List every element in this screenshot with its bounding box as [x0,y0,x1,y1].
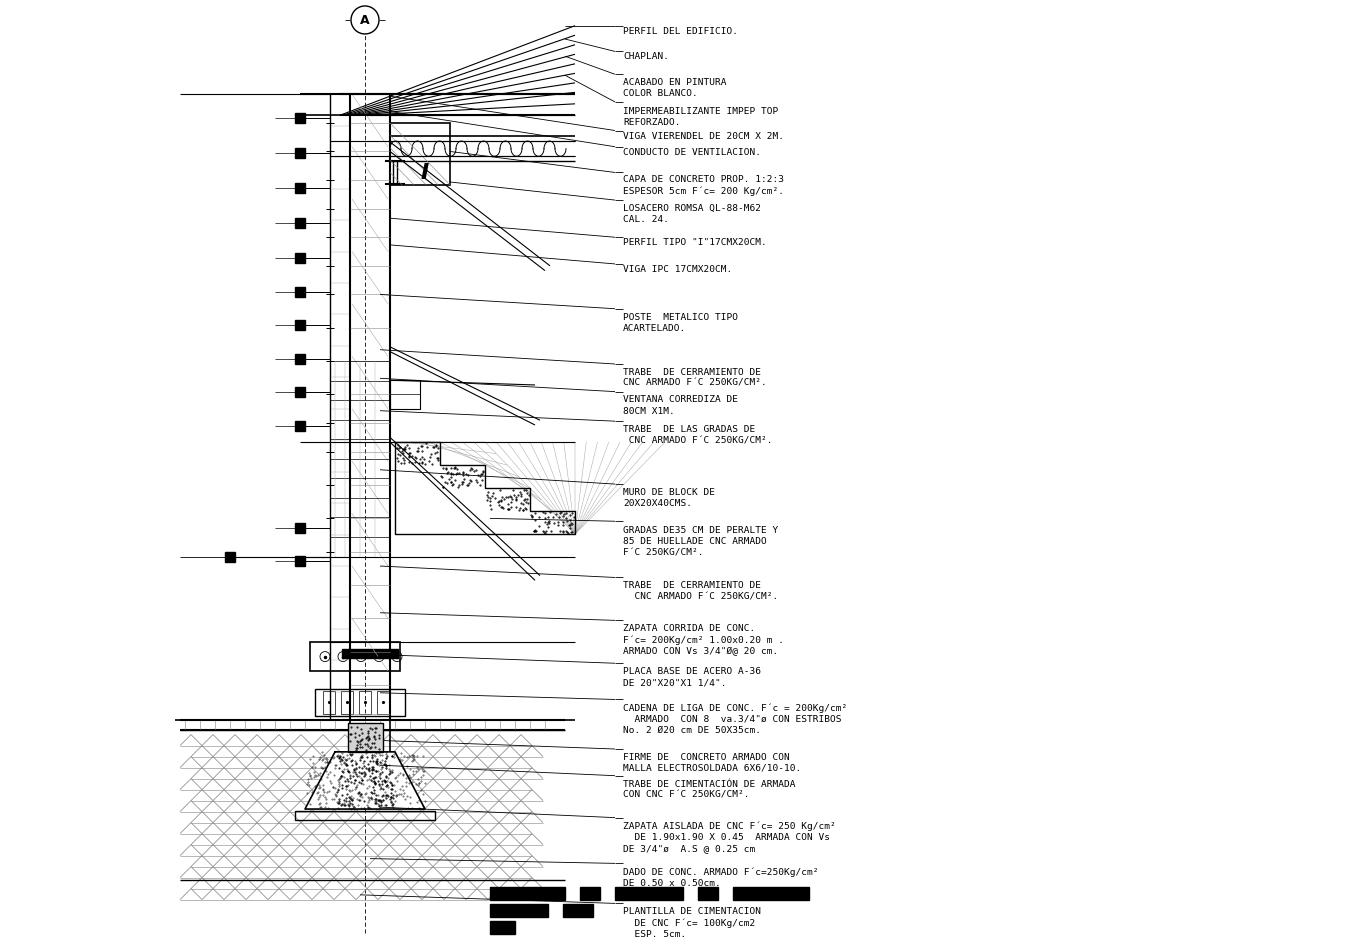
Text: TRABE DE CIMENTACIÓN DE ARMADA
CON CNC F´C 250KG/CM².: TRABE DE CIMENTACIÓN DE ARMADA CON CNC F… [623,779,796,799]
Bar [295,288,305,297]
Bar [490,921,515,934]
Text: I: I [422,164,430,183]
Bar [295,422,305,431]
Bar [295,524,305,533]
Text: TRABE  DE CERRAMIENTO DE
  CNC ARMADO F´C 250KG/CM².: TRABE DE CERRAMIENTO DE CNC ARMADO F´C 2… [623,581,778,601]
Text: PLANTILLA DE CIMENTACION
  DE CNC F´c= 100Kg/cm2
  ESP. 5cm.: PLANTILLA DE CIMENTACION DE CNC F´c= 100… [623,906,761,938]
Text: DADO DE CONC. ARMADO F´c=250Kg/cm²
DE 0.50 x 0.50cm.: DADO DE CONC. ARMADO F´c=250Kg/cm² DE 0.… [623,866,819,887]
Text: ACABADO EN PINTURA
COLOR BLANCO.: ACABADO EN PINTURA COLOR BLANCO. [623,78,727,98]
Polygon shape [305,752,426,809]
Text: TRABE  DE CERRAMIENTO DE
CNC ARMADO F´C 250KG/CM².: TRABE DE CERRAMIENTO DE CNC ARMADO F´C 2… [623,367,767,387]
Text: VIGA VIERENDEL DE 20CM X 2M.: VIGA VIERENDEL DE 20CM X 2M. [623,131,784,140]
Bar [734,886,809,900]
Bar [309,643,400,671]
Bar [295,811,435,821]
Text: PERFIL TIPO "I"17CMX20CM.: PERFIL TIPO "I"17CMX20CM. [623,238,767,247]
Bar [359,691,372,714]
Circle shape [351,7,380,35]
Bar [226,552,235,562]
Text: ZAPATA CORRIDA DE CONC.
F´c= 200Kg/cm² 1.00x0.20 m .
ARMADO CON Vs 3/4"Ø@ 20 cm.: ZAPATA CORRIDA DE CONC. F´c= 200Kg/cm² 1… [623,624,784,655]
Bar [295,321,305,330]
Bar [390,381,420,409]
Bar [490,903,549,917]
Text: TRABE  DE LAS GRADAS DE
 CNC ARMADO F´C 250KG/CM².: TRABE DE LAS GRADAS DE CNC ARMADO F´C 25… [623,425,773,445]
Text: IMPERMEABILIZANTE IMPEP TOP
REFORZADO.: IMPERMEABILIZANTE IMPEP TOP REFORZADO. [623,107,778,127]
Bar [563,903,593,917]
Text: POSTE  METALICO TIPO
ACARTELADO.: POSTE METALICO TIPO ACARTELADO. [623,312,738,332]
Bar [295,557,305,566]
Text: LOSACERO ROMSA QL-88-M62
CAL. 24.: LOSACERO ROMSA QL-88-M62 CAL. 24. [623,204,761,224]
Text: FIRME DE  CONCRETO ARMADO CON
MALLA ELECTROSOLDADA 6X6/10-10.: FIRME DE CONCRETO ARMADO CON MALLA ELECT… [623,752,801,772]
Bar [295,219,305,228]
Text: A: A [361,14,370,28]
Bar [377,691,389,714]
Text: CONDUCTO DE VENTILACION.: CONDUCTO DE VENTILACION. [623,148,761,156]
Text: PERFIL DEL EDIFICIO.: PERFIL DEL EDIFICIO. [623,27,738,35]
Bar [295,149,305,159]
Bar [340,691,353,714]
Bar [347,724,382,752]
Text: PLACA BASE DE ACERO A-36
DE 20"X20"X1 1/4".: PLACA BASE DE ACERO A-36 DE 20"X20"X1 1/… [623,666,761,686]
Bar [390,124,450,186]
Bar [490,886,565,900]
Bar [295,114,305,124]
Bar [698,886,717,900]
Bar [580,886,600,900]
Bar [295,355,305,365]
Bar [342,649,399,659]
Bar [615,886,684,900]
Bar [295,184,305,193]
Text: CHAPLAN.: CHAPLAN. [623,52,669,61]
Text: CAPA DE CONCRETO PROP. 1:2:3
ESPESOR 5cm F´c= 200 Kg/cm².: CAPA DE CONCRETO PROP. 1:2:3 ESPESOR 5cm… [623,175,784,196]
Text: VIGA IPC 17CMX20CM.: VIGA IPC 17CMX20CM. [623,265,732,273]
Text: GRADAS DE35 CM DE PERALTE Y
85 DE HUELLADE CNC ARMADO
F´C 250KG/CM².: GRADAS DE35 CM DE PERALTE Y 85 DE HUELLA… [623,526,778,557]
Bar [323,691,335,714]
Text: MURO DE BLOCK DE
20X20X40CMS.: MURO DE BLOCK DE 20X20X40CMS. [623,487,715,507]
Text: CADENA DE LIGA DE CONC. F´c = 200Kg/cm²
  ARMADO  CON 8  va.3/4"ø CON ESTRIBOS
N: CADENA DE LIGA DE CONC. F´c = 200Kg/cm² … [623,703,847,734]
Text: VENTANA CORREDIZA DE
80CM X1M.: VENTANA CORREDIZA DE 80CM X1M. [623,395,738,415]
Bar [315,689,405,716]
Bar [295,254,305,264]
Text: ZAPATA AISLADA DE CNC F´c= 250 Kg/cm²
  DE 1.90x1.90 X 0.45  ARMADA CON Vs
DE 3/: ZAPATA AISLADA DE CNC F´c= 250 Kg/cm² DE… [623,821,836,852]
Bar [295,387,305,397]
